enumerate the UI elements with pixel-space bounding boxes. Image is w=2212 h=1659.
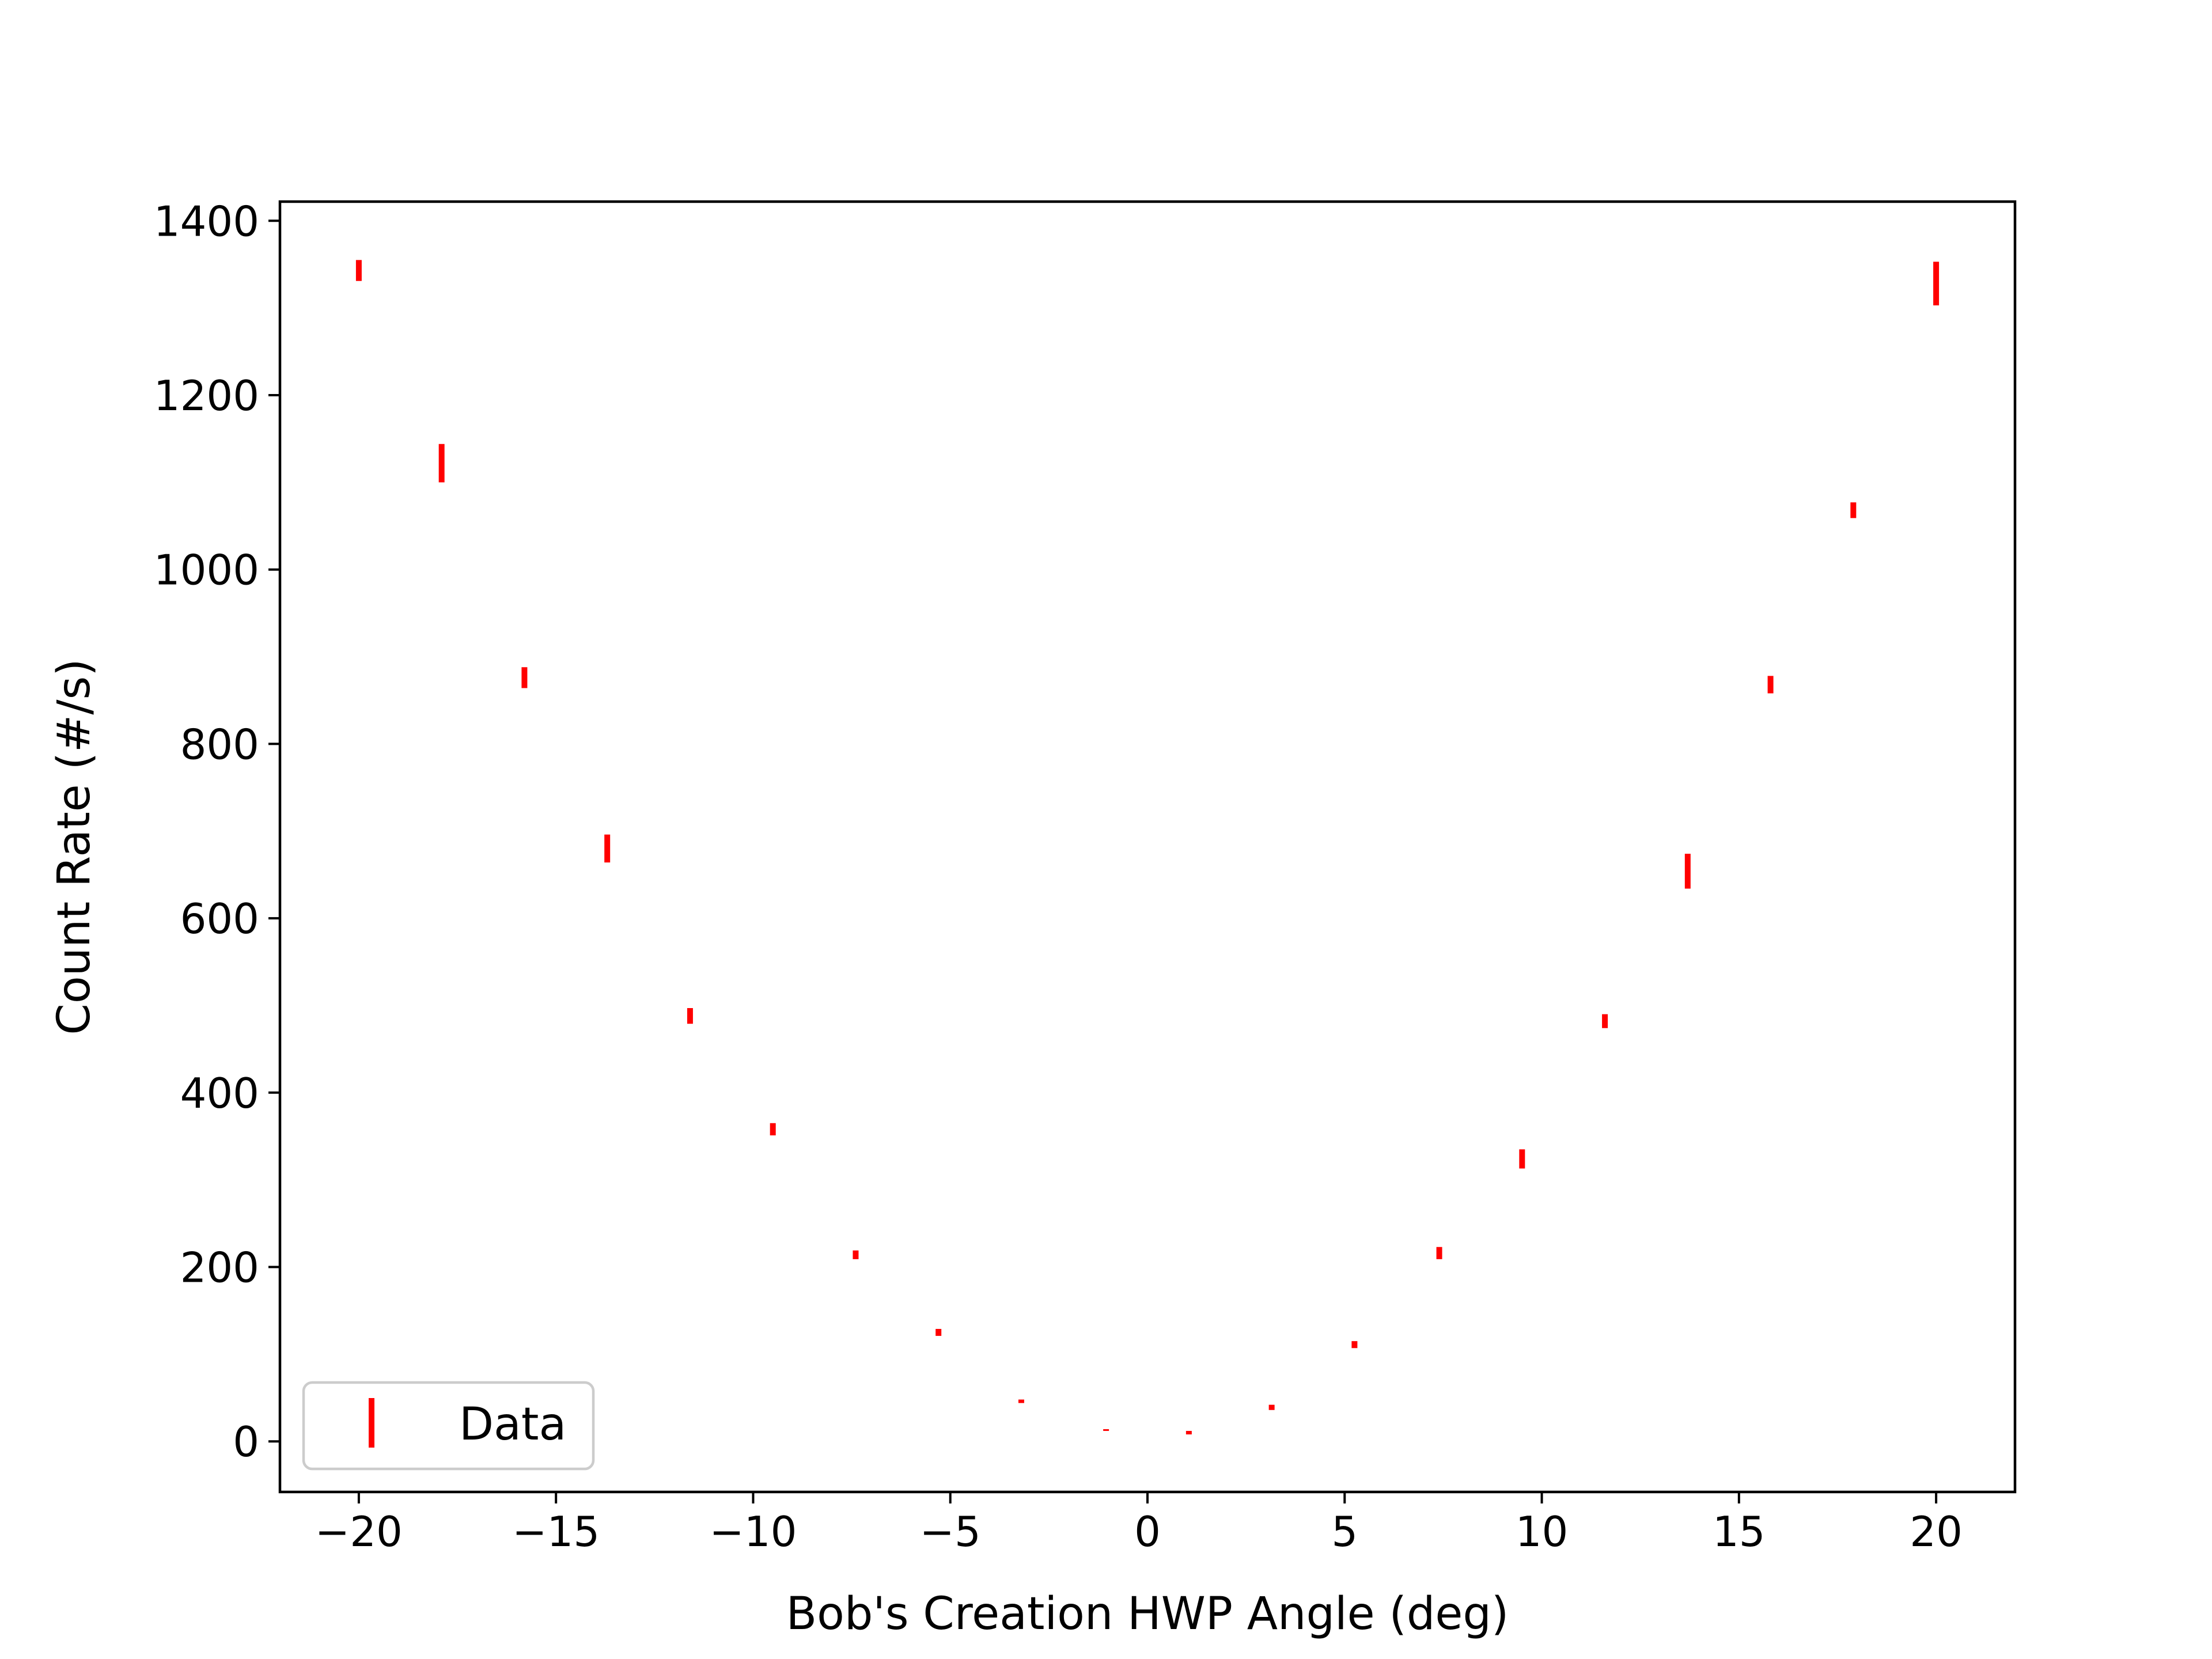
x-tick-label: −10 [709, 1508, 797, 1556]
legend-frame [302, 1381, 595, 1471]
x-tick-label: 20 [1910, 1508, 1963, 1556]
x-tick-label: −15 [512, 1508, 600, 1556]
y-tick-label: 200 [180, 1244, 259, 1292]
x-tick-label: −5 [920, 1508, 981, 1556]
x-tick-label: 0 [1134, 1508, 1161, 1556]
y-tick-label: 800 [180, 720, 259, 768]
y-tick-label: 0 [233, 1418, 259, 1466]
y-tick-label: 600 [180, 895, 259, 943]
x-tick-label: 15 [1713, 1508, 1766, 1556]
y-tick-label: 1200 [154, 372, 259, 420]
x-tick-label: 5 [1331, 1508, 1358, 1556]
plot-frame [278, 200, 2017, 1494]
axis-ticks: −20 −15 −10 −5 0 5 10 15 20020040060080010001200… [154, 197, 1963, 1556]
data-marks [355, 260, 1940, 1435]
x-axis-label: Bob's Creation HWP Angle (deg) [786, 1588, 1509, 1640]
y-axis-label: Count Rate (#/s) [48, 658, 100, 1035]
y-tick-label: 1400 [154, 197, 259, 245]
legend: Data [302, 1381, 595, 1471]
x-tick-label: −20 [315, 1508, 403, 1556]
legend-label-data: Data [459, 1399, 566, 1450]
y-tick-label: 1000 [154, 546, 259, 594]
y-tick-label: 400 [180, 1069, 259, 1118]
x-tick-label: 10 [1516, 1508, 1569, 1556]
